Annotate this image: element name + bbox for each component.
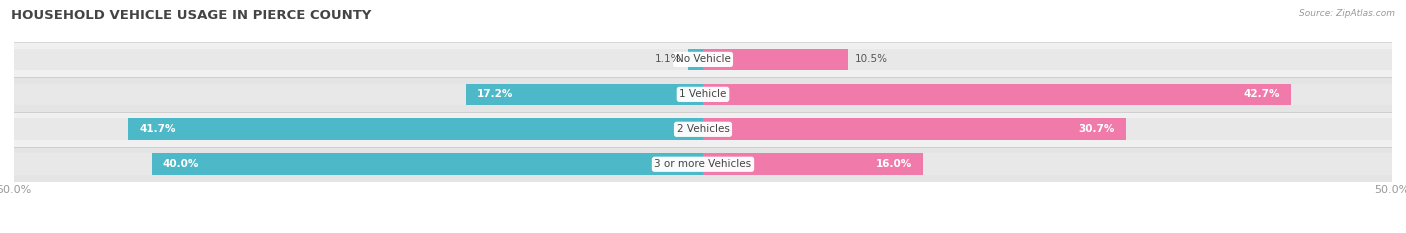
Bar — [14, 147, 1392, 182]
Bar — [14, 112, 1392, 147]
Bar — [14, 42, 1392, 77]
Text: 1.1%: 1.1% — [654, 55, 681, 64]
Bar — [703, 154, 924, 175]
Text: 2 Vehicles: 2 Vehicles — [676, 124, 730, 134]
Bar — [14, 84, 1392, 105]
Text: 16.0%: 16.0% — [876, 159, 912, 169]
Bar — [14, 118, 1392, 140]
Bar — [703, 84, 1291, 105]
Bar — [152, 154, 703, 175]
Bar — [128, 118, 703, 140]
Bar — [14, 77, 1392, 112]
Bar — [703, 49, 848, 70]
Text: 1 Vehicle: 1 Vehicle — [679, 89, 727, 99]
Text: Source: ZipAtlas.com: Source: ZipAtlas.com — [1299, 9, 1395, 18]
Bar — [703, 118, 1126, 140]
Text: HOUSEHOLD VEHICLE USAGE IN PIERCE COUNTY: HOUSEHOLD VEHICLE USAGE IN PIERCE COUNTY — [11, 9, 371, 22]
Text: 3 or more Vehicles: 3 or more Vehicles — [654, 159, 752, 169]
Text: 40.0%: 40.0% — [163, 159, 200, 169]
Text: 30.7%: 30.7% — [1078, 124, 1115, 134]
Bar — [14, 49, 1392, 70]
Text: 41.7%: 41.7% — [139, 124, 176, 134]
Text: 10.5%: 10.5% — [855, 55, 887, 64]
Bar — [688, 49, 703, 70]
Text: 42.7%: 42.7% — [1244, 89, 1281, 99]
Text: No Vehicle: No Vehicle — [675, 55, 731, 64]
Bar — [14, 154, 1392, 175]
Text: 17.2%: 17.2% — [477, 89, 513, 99]
Bar — [465, 84, 703, 105]
